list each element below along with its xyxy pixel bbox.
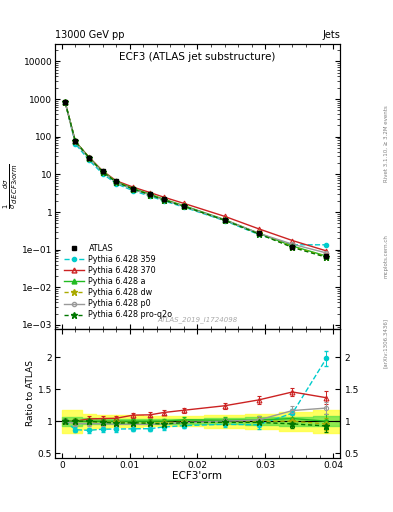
Text: mcplots.cern.ch: mcplots.cern.ch: [383, 234, 388, 278]
Y-axis label: Ratio to ATLAS: Ratio to ATLAS: [26, 360, 35, 426]
Text: [arXiv:1306.3436]: [arXiv:1306.3436]: [383, 318, 388, 368]
Text: ATLAS_2019_I1724098: ATLAS_2019_I1724098: [157, 316, 238, 323]
Legend: ATLAS, Pythia 6.428 359, Pythia 6.428 370, Pythia 6.428 a, Pythia 6.428 dw, Pyth: ATLAS, Pythia 6.428 359, Pythia 6.428 37…: [62, 242, 175, 322]
Text: ECF3 (ATLAS jet substructure): ECF3 (ATLAS jet substructure): [119, 52, 275, 62]
Y-axis label: $\frac{1}{\sigma}\frac{d\sigma}{d\,ECF3\prime orm}$: $\frac{1}{\sigma}\frac{d\sigma}{d\,ECF3\…: [2, 163, 20, 209]
Text: Rivet 3.1.10, ≥ 3.2M events: Rivet 3.1.10, ≥ 3.2M events: [383, 105, 388, 182]
Text: Jets: Jets: [322, 30, 340, 40]
Text: 13000 GeV pp: 13000 GeV pp: [55, 30, 125, 40]
X-axis label: ECF3'orm: ECF3'orm: [173, 472, 222, 481]
